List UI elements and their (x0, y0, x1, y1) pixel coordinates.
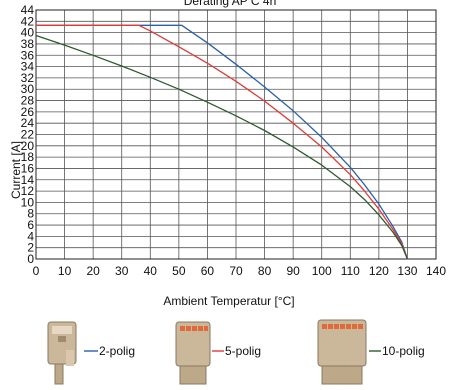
y-tick-label-22: 44 (21, 3, 35, 17)
plot-frame (35, 9, 437, 260)
x-tick-label-11: 110 (341, 264, 360, 278)
x-tick-label-4: 40 (144, 264, 158, 278)
x-tick-label-9: 90 (286, 264, 300, 278)
y-tick-label-12: 24 (21, 116, 35, 130)
y-tick-label-5: 10 (21, 195, 35, 209)
y-tick-label-13: 26 (21, 105, 35, 119)
y-tick-label-1: 2 (27, 241, 34, 255)
chart-title: Derating AP C 4n (184, 0, 277, 8)
connector-2-polig-icon (47, 321, 77, 385)
x-tick-label-12: 120 (369, 264, 389, 278)
y-tick-label-21: 42 (21, 14, 35, 28)
y-tick-label-9: 18 (21, 150, 35, 164)
series-line-5-polig (36, 24, 409, 260)
y-tick-label-18: 36 (21, 48, 35, 62)
x-tick-label-5: 50 (172, 264, 186, 278)
connector-5-polig-icon (175, 321, 211, 385)
grid (35, 9, 437, 260)
legend-label-2-polig: 2-polig (99, 344, 135, 358)
y-tick-label-6: 12 (21, 184, 35, 198)
series-line-10-polig (35, 34, 408, 260)
y-tick-label-16: 32 (21, 71, 35, 85)
series-lines (35, 24, 409, 260)
legend-label-5-polig: 5-polig (225, 344, 261, 358)
x-tick-label-14: 140 (426, 264, 446, 278)
y-tick-label-10: 20 (21, 139, 35, 153)
connector-10-polig-icon (317, 319, 367, 385)
x-tick-label-8: 80 (258, 264, 272, 278)
y-tick-labels: 0246810121416182022242628303234363840424… (21, 3, 35, 266)
x-tick-label-6: 60 (201, 264, 215, 278)
y-tick-label-2: 4 (27, 229, 34, 243)
legend: 2-polig 5-polig 10-polig (47, 319, 425, 385)
y-tick-label-20: 40 (21, 26, 35, 40)
x-tick-label-1: 10 (58, 264, 72, 278)
y-tick-label-3: 6 (27, 218, 34, 232)
y-tick-label-7: 14 (21, 173, 35, 187)
x-tick-label-13: 130 (397, 264, 417, 278)
y-tick-label-17: 34 (21, 60, 35, 74)
y-tick-label-15: 30 (21, 82, 35, 96)
x-tick-label-10: 100 (312, 264, 332, 278)
x-tick-label-3: 30 (115, 264, 129, 278)
y-tick-label-14: 28 (21, 94, 35, 108)
y-tick-label-4: 8 (27, 207, 34, 221)
legend-label-10-polig: 10-polig (382, 344, 425, 358)
x-axis-title: Ambient Temperatur [°C] (163, 294, 294, 308)
y-tick-label-0: 0 (27, 252, 34, 266)
y-tick-label-11: 22 (21, 128, 35, 142)
y-axis-title: Current [A] (9, 141, 23, 199)
x-tick-label-2: 20 (86, 264, 100, 278)
y-tick-label-19: 38 (21, 37, 35, 51)
x-tick-labels: 0 10 20 30 40 50 60 70 80 90 100 110 120 130 140 (33, 264, 447, 278)
series-line-2-polig (36, 24, 409, 260)
x-tick-label-0: 0 (33, 264, 40, 278)
x-tick-label-7: 70 (229, 264, 243, 278)
y-tick-label-8: 16 (21, 161, 35, 175)
